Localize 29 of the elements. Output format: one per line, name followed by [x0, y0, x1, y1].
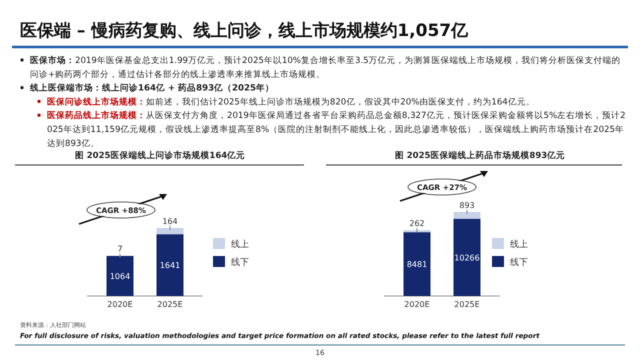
- legend-label: 线上: [231, 239, 249, 250]
- text: 医保端 – 慢病药复购、线上问诊，线上市场规模约1,057亿: [20, 21, 470, 41]
- text: 医保市场：2019年医保基金总支出1.99万亿元，预计2025年以10%复合增长率至3.5万亿元，为测算医保端线上市场规模，我们将分析医保支付端的问诊+购药两个部分，通过估计各部分的线上渗透率来推算线上市场规模。: [30, 55, 621, 80]
- data-label: 1641: [160, 261, 180, 270]
- bar: [156, 234, 184, 296]
- text: 线上医保端市场：线上问诊164亿 + 药品893亿（2025年）: [29, 82, 274, 94]
- data-label: 164: [162, 217, 178, 226]
- data-label: 262: [409, 219, 425, 228]
- x-tick-label: 2020E: [107, 300, 133, 309]
- chart-title: 图 2025医保端线上药品市场规模893亿元: [394, 150, 566, 161]
- data-label: 1064: [110, 272, 130, 281]
- text: 医保问诊线上市场规模：如前述，我们估计2025年线上问诊市场规模为820亿，假设其中20%由医保支付，约为164亿元。: [47, 96, 535, 108]
- bar: [454, 212, 480, 219]
- chart-title: 图 2025医保端线上问诊市场规模164亿元: [74, 150, 246, 161]
- text: 医保药品线上市场规模：从医保支付方角度，2019年医保局通过各省平台采购药品总金额8,327亿元，预计医保采购金额将以5%左右增长，预计2025年达到11,159亿元规模，假设线上渗透率提高至8%（医院的注射制剂不能线上化，因此总渗透率较低），医保端线上购药市场预计在2025年达到893亿。: [47, 110, 626, 149]
- data-label: 10266: [454, 253, 480, 262]
- data-label: 893: [459, 201, 475, 210]
- bar: [404, 232, 430, 296]
- x-tick-label: 2025E: [157, 300, 183, 309]
- x-tick-label: 2020E: [404, 300, 430, 309]
- legend-label: 线下: [510, 257, 528, 268]
- bar: [454, 218, 480, 296]
- x-tick-label: 2025E: [454, 300, 480, 309]
- bar: [156, 228, 184, 234]
- bar: [106, 256, 134, 296]
- legend-label: 线上: [510, 239, 528, 250]
- legend-label: 线下: [231, 257, 249, 268]
- data-label: 7: [117, 244, 123, 254]
- data-label: 8481: [406, 260, 428, 270]
